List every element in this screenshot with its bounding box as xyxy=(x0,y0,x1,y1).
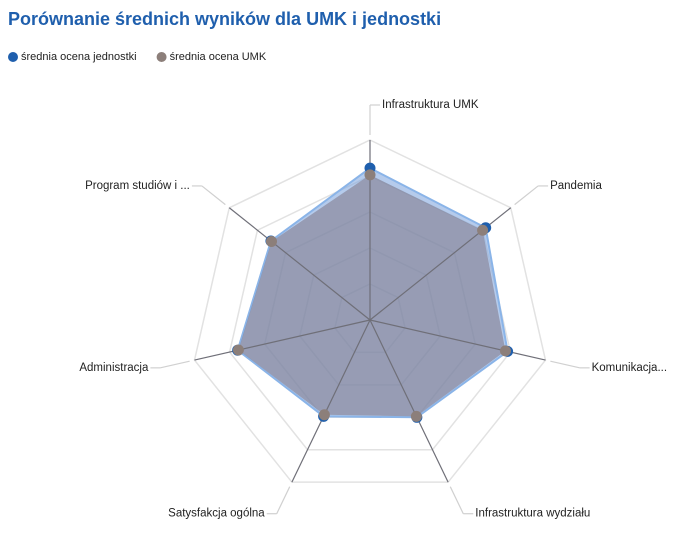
spoke xyxy=(194,319,371,361)
axis-label: Program studiów i ... xyxy=(85,180,190,192)
data-point xyxy=(318,409,330,421)
leader-line xyxy=(550,360,580,369)
spoke xyxy=(369,319,449,483)
leader-line xyxy=(160,360,190,369)
axis-label: Infrastruktura UMK xyxy=(382,99,479,111)
axis-label: Administracja xyxy=(79,362,149,374)
grid-ring xyxy=(193,139,547,483)
leader-line xyxy=(201,185,226,206)
data-point xyxy=(477,224,489,236)
legend-label: średnia ocena UMK xyxy=(170,51,267,63)
legend-marker xyxy=(8,52,18,62)
data-point xyxy=(410,410,422,422)
data-point xyxy=(499,345,511,357)
series-area xyxy=(238,174,506,417)
axis-label: Satysfakcja ogólna xyxy=(168,508,265,520)
chart-title: Porównanie średnich wyników dla UMK i je… xyxy=(8,9,441,29)
axis-label: Komunikacja... xyxy=(592,362,667,374)
leader-line xyxy=(449,486,464,514)
axis-label: Infrastruktura wydziału xyxy=(475,508,590,520)
data-point xyxy=(364,169,376,181)
spoke xyxy=(228,207,371,321)
data-point xyxy=(265,235,277,247)
legend-marker xyxy=(156,52,167,62)
leader-line xyxy=(276,486,291,514)
axis-label: Pandemia xyxy=(550,180,602,192)
leader-line xyxy=(514,185,539,206)
spoke xyxy=(291,319,371,483)
legend-label: średnia ocena jednostki xyxy=(21,51,137,63)
spoke xyxy=(369,319,546,361)
data-point xyxy=(232,344,244,356)
